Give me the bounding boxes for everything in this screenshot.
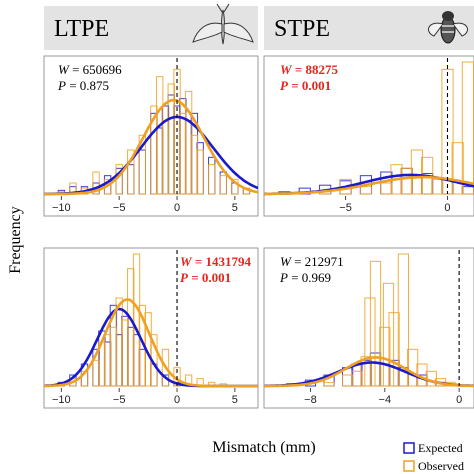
x-tick-label: −10 <box>52 202 71 214</box>
observed-density-curve <box>44 98 258 196</box>
observed-hist-bar <box>184 90 193 195</box>
w-statistic: W = 1431794 <box>180 254 251 269</box>
observed-hist-bar <box>150 105 158 195</box>
p-value: P = 0.875 <box>57 78 109 93</box>
observed-hist-bar <box>155 76 164 195</box>
observed-hist-bar <box>161 348 170 387</box>
panel-plot-area <box>264 58 474 196</box>
observed-hist-bar <box>196 149 204 195</box>
observed-hist-bar <box>231 178 239 195</box>
x-tick-label: 0 <box>174 202 180 214</box>
p-symbol: P <box>57 78 66 93</box>
observed-hist-bar <box>115 297 123 387</box>
w-value: = 212971 <box>291 254 344 269</box>
x-tick-label: −10 <box>52 394 71 406</box>
observed-hist-bar <box>179 112 187 195</box>
observed-hist-bar <box>190 134 199 195</box>
legend-expected-label: Expected <box>418 441 463 455</box>
p-value: P = 0.001 <box>180 270 231 285</box>
p-value-number: = 0.969 <box>288 270 331 285</box>
y-axis-title: Frequency <box>7 206 24 274</box>
x-tick-label: 0 <box>174 394 180 406</box>
observed-hist-bar <box>138 134 147 195</box>
fly-icon <box>428 11 468 44</box>
x-tick-label: 5 <box>232 394 238 406</box>
p-value: P = 0.969 <box>279 270 331 285</box>
w-symbol: W <box>180 254 193 269</box>
observed-hist-bar <box>92 359 100 387</box>
x-tick-label: 0 <box>444 202 450 214</box>
observed-hist-bar <box>109 326 118 387</box>
x-axis-title: Mismatch (mm) <box>212 439 316 456</box>
observed-hist-bar <box>380 182 393 195</box>
p-value-number: = 0.001 <box>188 270 231 285</box>
observed-hist-bar <box>461 61 474 195</box>
observed-hist-bar <box>388 312 400 387</box>
panel-plot-area <box>44 58 258 196</box>
w-statistic: W = 212971 <box>280 254 344 269</box>
observed-hist-bar <box>121 319 129 387</box>
observed-hist-bar <box>407 348 419 387</box>
panel-frame <box>263 247 474 409</box>
x-tick-label: −5 <box>339 202 352 214</box>
w-symbol: W <box>58 62 70 77</box>
observed-hist-bar <box>400 167 413 195</box>
legend-observed-label: Observed <box>418 459 464 473</box>
header-stpe-label: STPE <box>274 16 330 42</box>
x-tick-label: −8 <box>304 394 317 406</box>
w-symbol: W <box>280 254 292 269</box>
observed-hist-bar <box>369 260 382 387</box>
w-value: = 1431794 <box>192 254 252 269</box>
observed-hist-bar <box>132 253 141 387</box>
observed-hist-bar <box>397 253 409 387</box>
observed-density-curve <box>44 298 258 388</box>
observed-hist-bar <box>431 178 444 195</box>
x-tick-label: −4 <box>379 394 392 406</box>
w-value: = 88275 <box>292 62 339 77</box>
observed-hist-bar <box>127 149 135 195</box>
panel-plot-area <box>264 250 474 388</box>
p-value: P = 0.001 <box>280 78 331 93</box>
legend-observed-swatch <box>403 460 415 472</box>
p-symbol: P <box>280 78 289 93</box>
p-symbol: P <box>180 270 189 285</box>
observed-hist-bar <box>351 370 363 387</box>
header-ltpe-label: LTPE <box>54 16 109 42</box>
observed-hist-bar <box>342 374 354 387</box>
moth-icon <box>192 3 254 45</box>
observed-hist-bar <box>103 334 112 387</box>
legend: Expected Observed <box>403 441 464 473</box>
w-symbol: W <box>280 62 293 77</box>
p-symbol: P <box>279 270 288 285</box>
observed-hist-bar <box>410 149 424 195</box>
observed-hist-bar <box>323 381 335 387</box>
observed-hist-bar <box>208 164 216 195</box>
p-value-number: = 0.001 <box>288 78 331 93</box>
w-statistic: W = 88275 <box>280 62 338 77</box>
observed-density-curve <box>264 175 474 196</box>
legend-expected-swatch <box>403 442 415 454</box>
x-tick-label: 5 <box>232 202 238 214</box>
observed-hist-bar <box>167 83 175 195</box>
observed-hist-bar <box>92 171 100 195</box>
x-tick-label: 0 <box>456 394 462 406</box>
p-value-number: = 0.875 <box>66 78 109 93</box>
panel-plot-area <box>44 250 258 388</box>
x-tick-label: −5 <box>113 202 126 214</box>
x-tick-label: −5 <box>113 394 126 406</box>
observed-density-curve <box>264 356 474 388</box>
w-statistic: W = 650696 <box>58 62 122 77</box>
w-value: = 650696 <box>69 62 122 77</box>
observed-hist-bar <box>219 175 227 195</box>
observed-hist-bar <box>359 186 373 195</box>
observed-hist-bar <box>451 142 464 195</box>
